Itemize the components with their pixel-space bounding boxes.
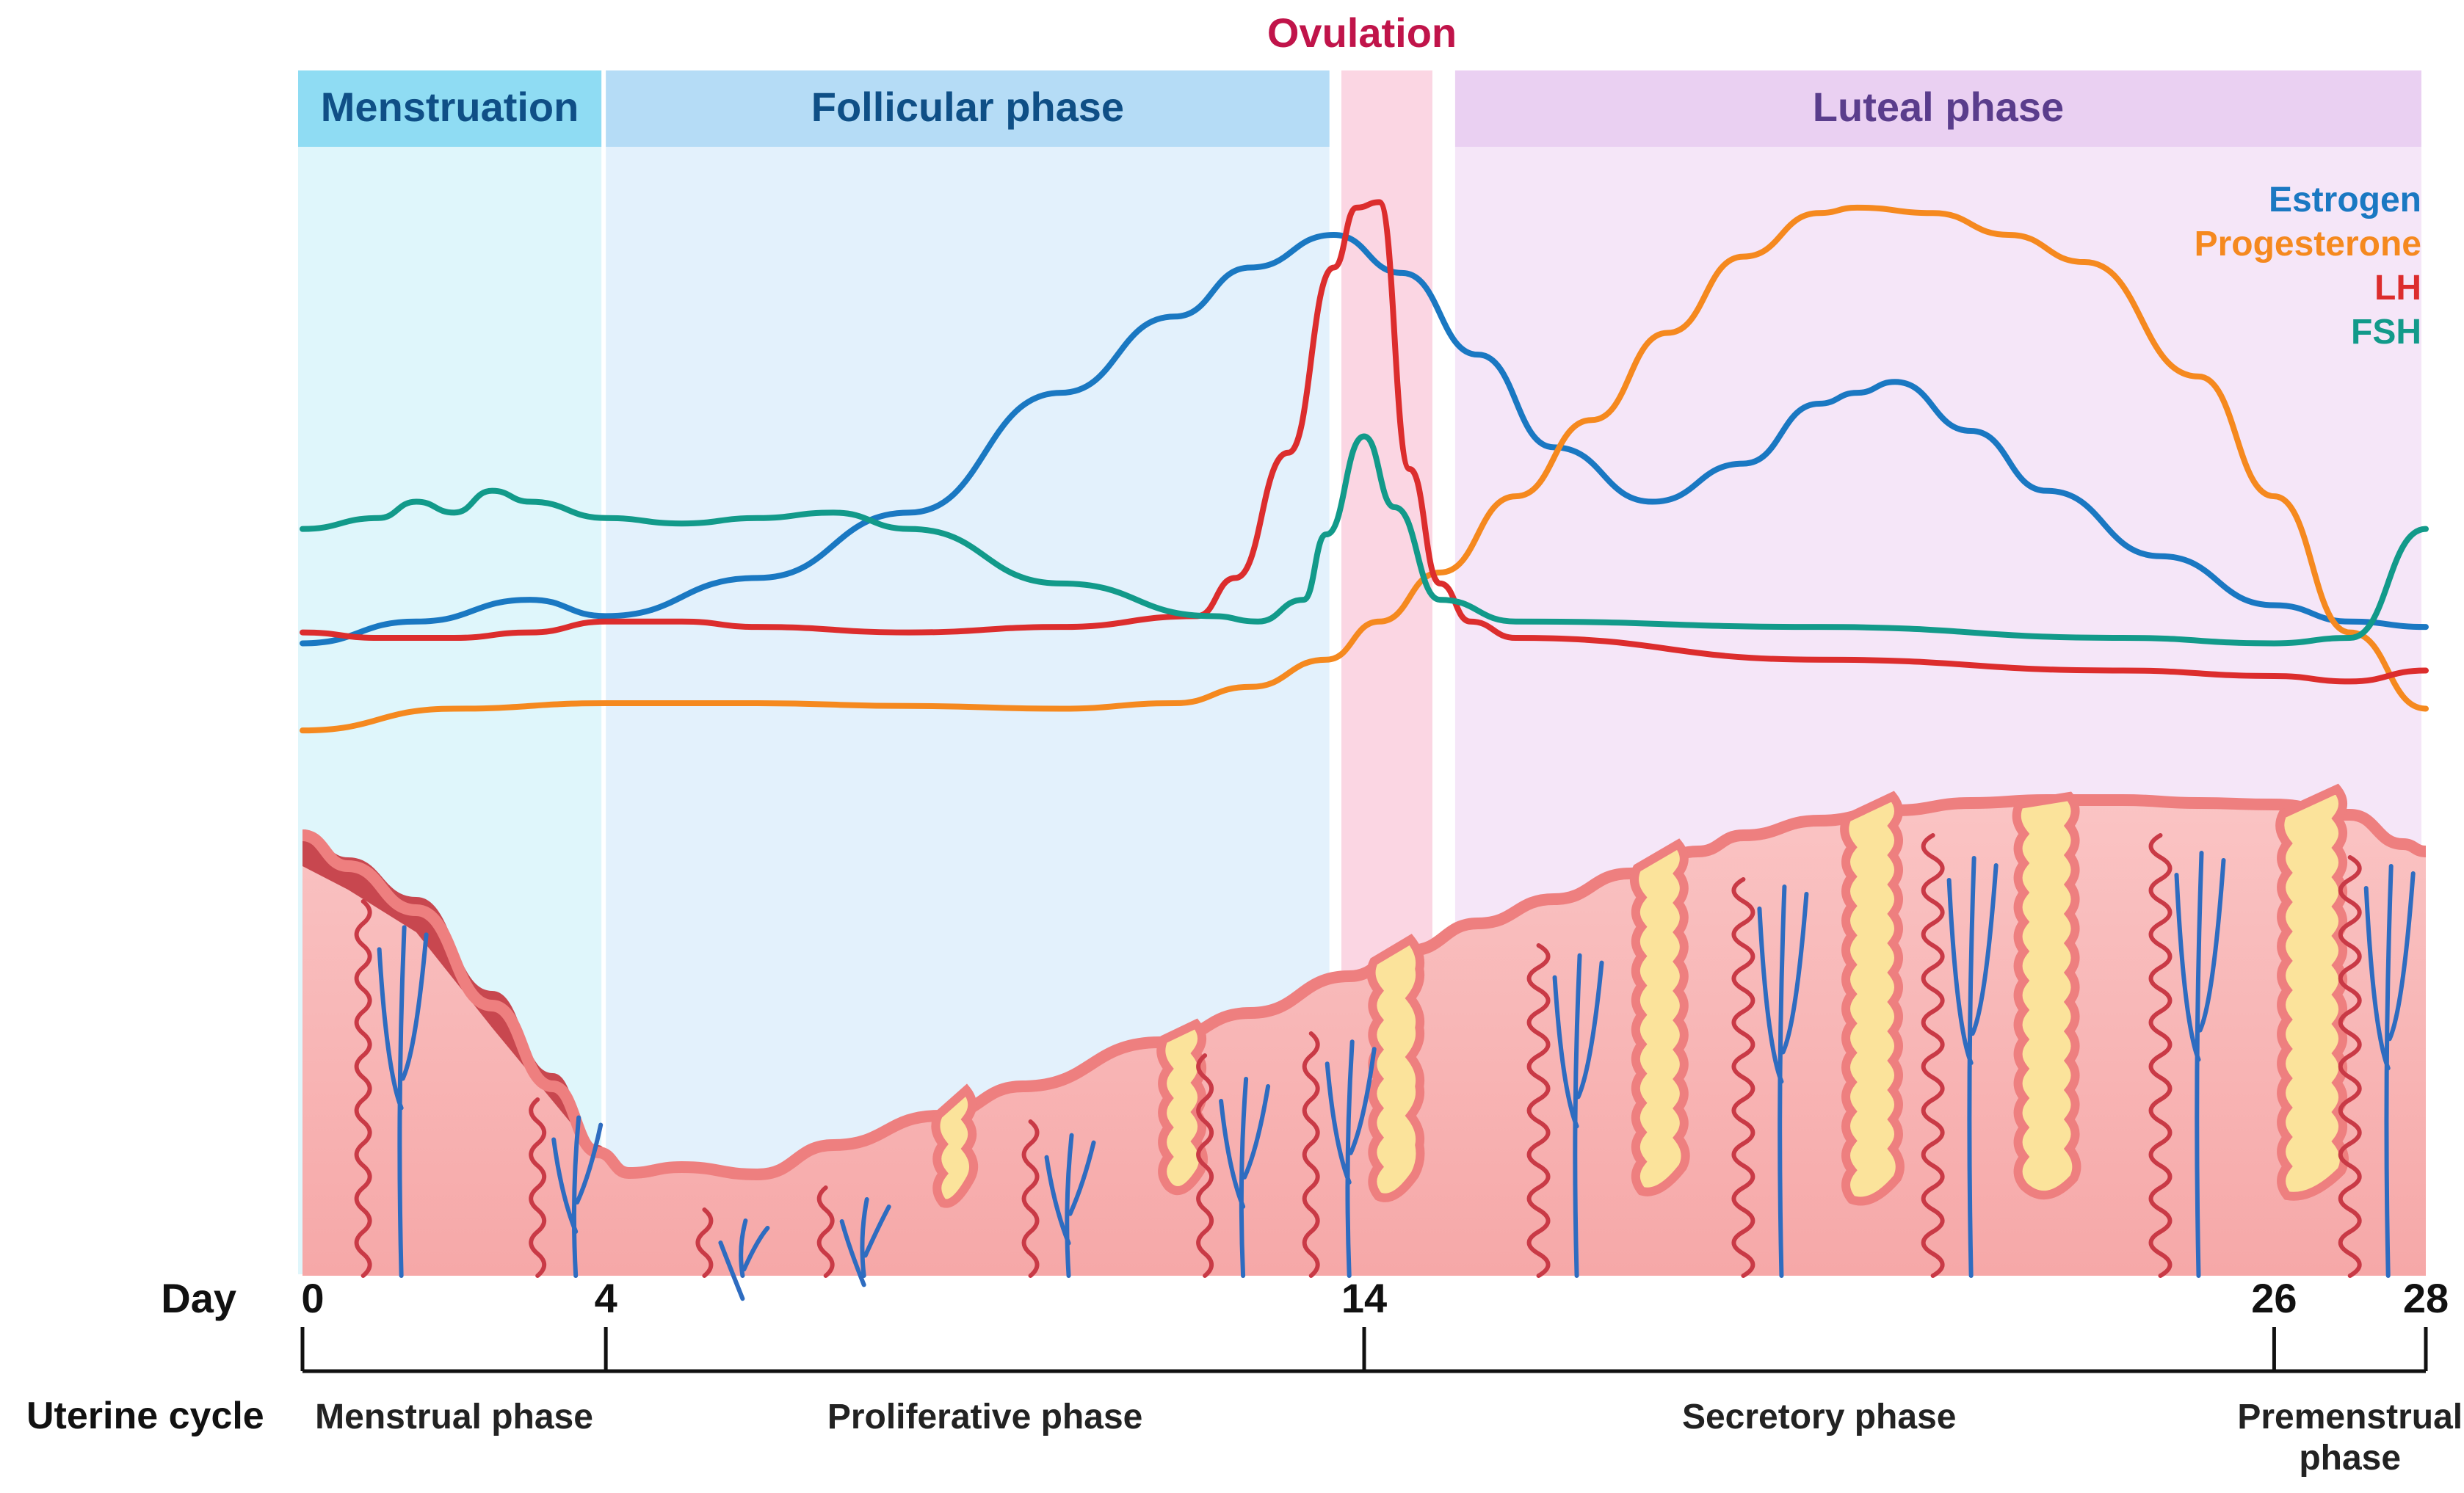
uterine-phase-secretory-phase: Secretory phase [1682,1398,1957,1436]
spiral-artery [1196,1053,1214,1278]
uterine-gland [1366,934,1425,1202]
phase-labels: Menstruation Follicular phase Luteal phase [321,84,2064,130]
spiral-artery [2338,855,2362,1278]
spiral-artery [1921,833,1945,1278]
uterine-cycle-label: Uterine cycle [26,1395,264,1437]
spiral-artery [354,899,372,1278]
uterine-gland [2275,783,2349,1201]
uterine-gland [1840,791,1905,1206]
hormone-legend: Estrogen Progesterone LH FSH [2195,181,2421,352]
uterine-phase-premenstrual-phase: Premenstrual phase [2237,1398,2463,1478]
spiral-artery [2148,833,2173,1278]
uterine-vein [1552,953,1604,1278]
phase-header-luteal-phase [1454,70,2421,147]
legend-estrogen: Estrogen [2269,181,2421,219]
uterine-vein [2174,851,2226,1278]
uterine-vein [718,1218,770,1301]
uterine-vein [839,1197,891,1287]
day-tick-4: 4 [595,1275,617,1321]
spiral-artery [529,1097,547,1278]
uterine-vein [1325,1039,1377,1278]
day-tick-14: 14 [1341,1275,1387,1321]
curve-lh [300,199,2429,685]
phase-label-luteal-phase: Luteal phase [1813,84,2064,130]
phase-label-follicular-phase: Follicular phase [811,84,1124,130]
uterine-vein [1044,1133,1096,1278]
day-tick-28: 28 [2403,1275,2449,1321]
phase-header-follicular-phase [606,70,1330,147]
spiral-artery [695,1207,714,1278]
uterine-cycle-axis: Uterine cycle Menstrual phase Proliferati… [26,1327,2463,1478]
uterine-gland [931,1083,979,1208]
uterine-gland [1629,838,1690,1196]
day-axis-label: Day [161,1275,236,1321]
ovulation-label: Ovulation [1267,10,1457,56]
curve-estrogen [300,231,2429,647]
legend-fsh: FSH [2351,313,2421,352]
uterine-phase-proliferative-phase: Proliferative phase [827,1398,1143,1436]
spiral-artery [1302,1031,1320,1278]
day-axis: Day 0 4 14 26 28 [161,1275,2449,1321]
uterine-gland [2012,791,2081,1200]
phase-label-menstruation: Menstruation [321,84,579,130]
spiral-artery [816,1185,835,1278]
spiral-artery [1021,1119,1040,1278]
legend-progesterone: Progesterone [2195,225,2421,264]
spiral-artery [1526,943,1551,1278]
day-tick-0: 0 [301,1275,324,1321]
curve-progesterone [300,204,2429,734]
day-tick-26: 26 [2251,1275,2297,1321]
hormone-curves [300,199,2429,734]
curve-fsh [300,433,2429,647]
uterine-gland [1156,1018,1208,1196]
endometrium-illustration [302,783,2427,1301]
legend-lh: LH [2374,269,2421,308]
spiral-artery [1731,877,1755,1278]
uterine-vein [1757,884,1809,1278]
uterine-phase-menstrual-phase: Menstrual phase [315,1398,593,1436]
endometrium-surface [302,793,2427,1180]
uterine-vein [551,1115,604,1278]
uterine-vein [2363,864,2416,1278]
phase-header-menstruation [298,70,602,147]
uterine-vein [1219,1077,1271,1278]
uterine-vein [377,925,429,1278]
uterine-vein [1946,856,1999,1278]
